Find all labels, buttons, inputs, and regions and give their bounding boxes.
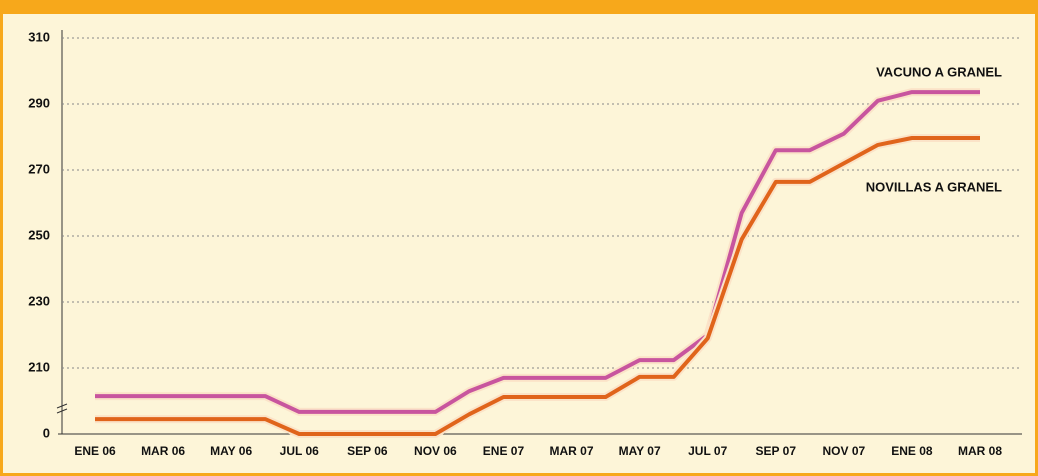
x-tick-label: JUL 07	[688, 444, 727, 458]
x-tick-label: MAY 07	[619, 444, 661, 458]
y-tick-label: 310	[28, 29, 50, 44]
x-tick-label: MAY 06	[210, 444, 252, 458]
line	[95, 136, 980, 436]
y-tick-label: 230	[28, 293, 50, 308]
x-tick-label: NOV 06	[414, 444, 457, 458]
x-tick-label: ENE 07	[483, 444, 525, 458]
y-tick-label: 270	[28, 161, 50, 176]
x-tick-label: ENE 08	[891, 444, 933, 458]
x-tick-label: MAR 08	[958, 444, 1002, 458]
x-tick-label: MAR 06	[141, 444, 185, 458]
x-tick-label: JUL 06	[280, 444, 319, 458]
series-label: VACUNO A GRANEL	[876, 64, 1002, 79]
y-tick-label: 290	[28, 95, 50, 110]
x-tick-label: SEP 07	[756, 444, 797, 458]
y-tick-label: 0	[43, 425, 50, 440]
line	[95, 90, 980, 414]
x-tick-label: ENE 06	[74, 444, 116, 458]
y-tick-label: 210	[28, 359, 50, 374]
x-tick-label: SEP 06	[347, 444, 388, 458]
y-tick-label: 250	[28, 227, 50, 242]
plot-background	[3, 14, 1035, 473]
axis-break	[56, 403, 68, 414]
x-tick-label: NOV 07	[823, 444, 866, 458]
x-tick-label: MAR 07	[550, 444, 594, 458]
series-label: NOVILLAS A GRANEL	[866, 179, 1002, 194]
